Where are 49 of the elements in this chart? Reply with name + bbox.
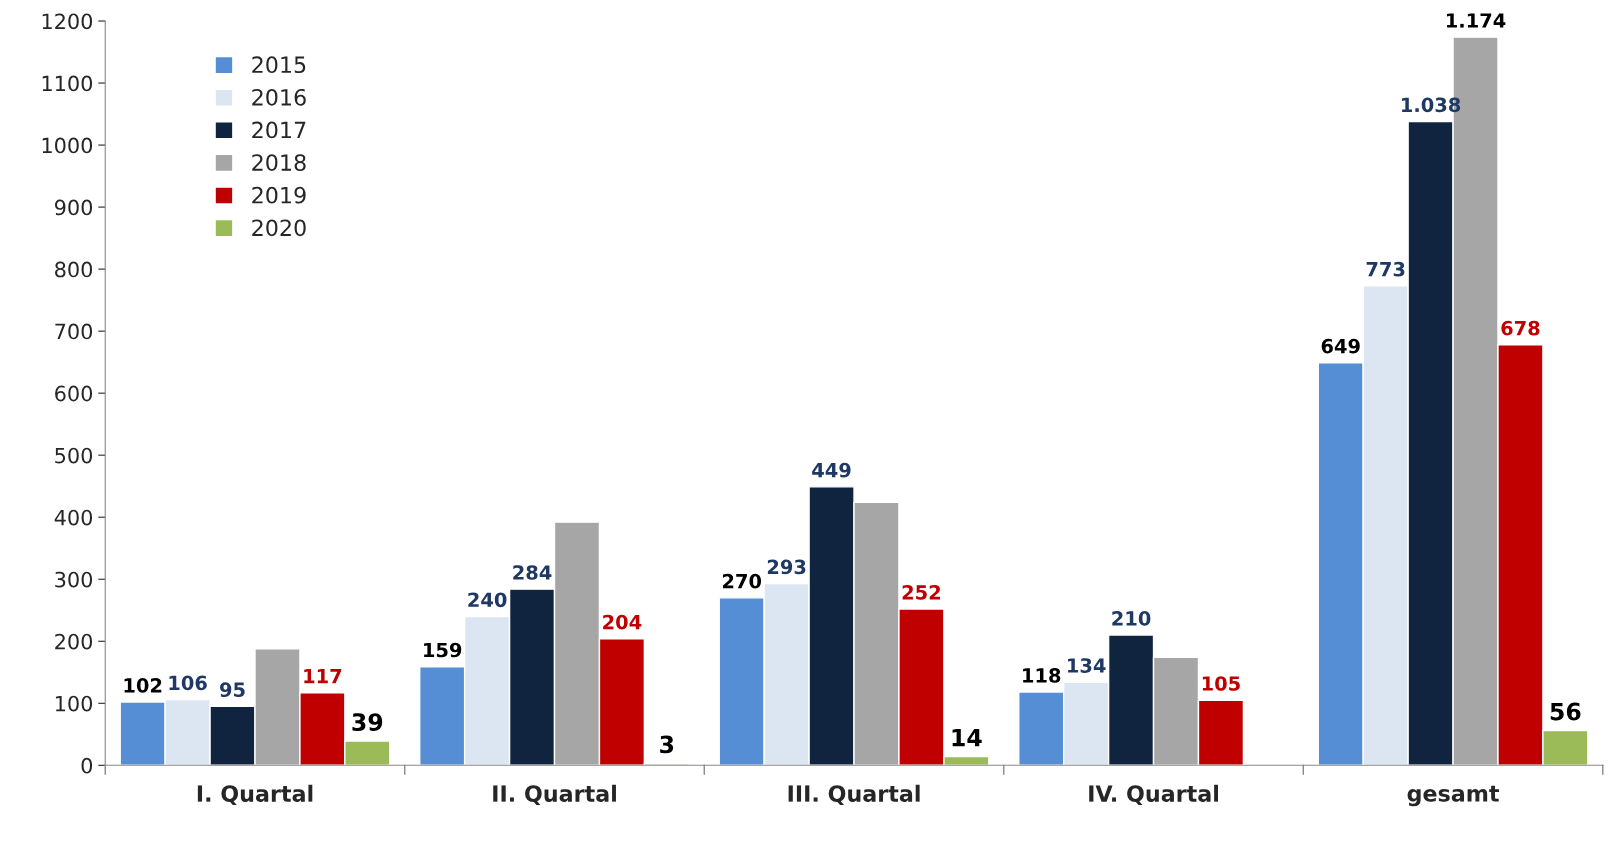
data-label: 284 [513,565,552,580]
x-tick-label: gesamt [1407,785,1500,807]
y-tick-label: 1200 [42,13,93,30]
y-tick-label: 900 [54,199,93,216]
data-label: 56 [1550,702,1581,721]
y-tick-label: 800 [55,261,93,278]
data-label: 210 [1112,611,1151,626]
data-label: 106 [169,675,207,691]
data-label: 105 [1202,676,1240,691]
legend-label: 2020 [252,219,306,237]
data-label: 3 [660,735,674,754]
y-tick-label: 200 [55,633,93,650]
data-label: 134 [1068,658,1106,673]
data-label: 117 [304,668,342,684]
y-tick-label: 100 [55,695,93,712]
x-tick-label: I. Quartal [197,784,313,805]
y-tick-label: 1100 [42,75,93,92]
y-tick-label: 300 [55,571,93,588]
data-label: 773 [1366,261,1405,277]
data-label: 159 [424,642,462,658]
y-tick-label: 600 [55,385,93,402]
legend-label: 2019 [252,186,306,204]
data-label: 14 [952,728,982,747]
legend-label: 2018 [252,154,306,171]
data-label: 39 [352,713,383,731]
y-tick-label: 700 [55,323,93,340]
data-label: 293 [767,559,806,575]
data-label: 270 [722,573,762,589]
data-label: 204 [603,614,642,630]
data-label: 240 [468,592,507,608]
y-tick-label: 1000 [42,137,93,154]
x-tick-label: III. Quartal [788,784,920,805]
data-label: 649 [1321,338,1360,354]
legend-label: 2015 [252,56,306,74]
data-label: 102 [124,678,162,693]
legend-label: 2017 [252,121,306,139]
data-label: 118 [1023,668,1061,683]
x-tick-label: IV. Quartal [1089,784,1219,805]
y-tick-label: 400 [54,509,93,526]
data-label: 1.038 [1402,97,1461,113]
legend-label: 2016 [252,88,306,106]
y-tick-label: 0 [81,757,93,774]
data-label: 252 [902,584,941,600]
data-label: 1.174 [1446,13,1506,28]
x-tick-label: II. Quartal [493,784,616,805]
data-label: 678 [1501,320,1540,336]
y-tick-label: 500 [55,447,93,464]
data-label: 95 [220,682,245,698]
data-label: 449 [812,462,851,478]
